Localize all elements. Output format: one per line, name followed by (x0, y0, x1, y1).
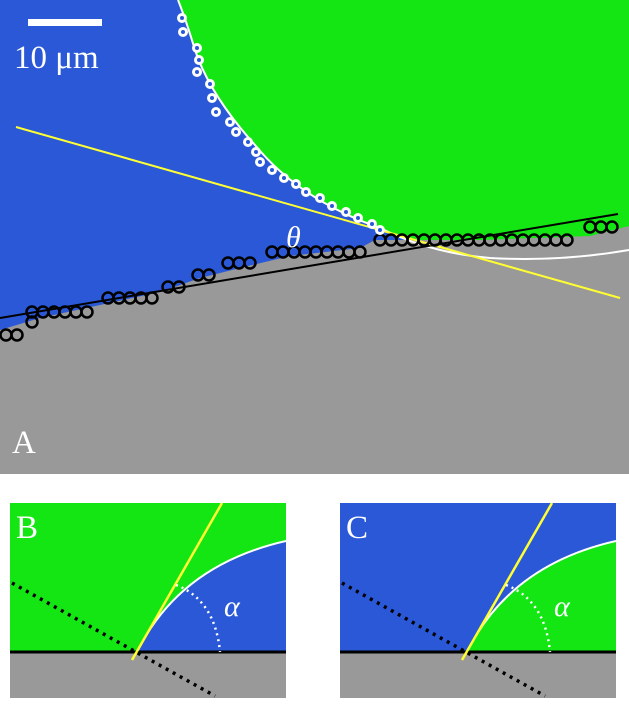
droplet-edge-marker (255, 157, 265, 167)
panel-b-blue-phase (137, 541, 286, 652)
droplet-edge-marker (178, 27, 188, 37)
droplet-edge-marker (341, 207, 351, 217)
droplet-edge-marker (375, 225, 385, 235)
substrate-marker (560, 233, 574, 247)
panel-c-tangent-line (460, 503, 554, 661)
droplet-edge-marker (225, 117, 235, 127)
panel-c-angle-alpha-label: α (554, 590, 571, 623)
scale-bar (28, 19, 102, 26)
panel-a-tangent-line (15, 126, 621, 299)
panel-c-green-phase (467, 541, 616, 652)
droplet-edge-marker (192, 43, 202, 53)
substrate-marker (172, 280, 186, 294)
panel-a-label: A (12, 425, 36, 461)
substrate-marker (243, 256, 257, 270)
droplet-edge-marker (192, 67, 202, 77)
scale-bar-label: 10 μm (14, 40, 99, 76)
droplet-edge-marker (327, 201, 337, 211)
substrate-marker (145, 291, 159, 305)
substrate-marker (25, 315, 39, 329)
panel-a-substrate-markers (0, 220, 619, 342)
panel-c: α C (340, 503, 616, 698)
panel-a-substrate (0, 226, 629, 474)
droplet-edge-marker (207, 93, 217, 103)
substrate-marker (10, 328, 24, 342)
panel-c-substrate (340, 652, 616, 698)
panel-a-droplet-markers (177, 13, 385, 235)
panel-b: α B (10, 503, 286, 698)
panel-a-green-phase (178, 0, 629, 259)
substrate-marker (353, 245, 367, 259)
droplet-edge-marker (301, 187, 311, 197)
droplet-edge-marker (315, 193, 325, 203)
droplet-edge-marker (251, 147, 261, 157)
droplet-edge-marker (367, 219, 377, 229)
droplet-edge-marker (279, 173, 289, 183)
panel-b-dotted-reference-line (11, 581, 216, 698)
droplet-edge-marker (243, 137, 253, 147)
panel-c-label: C (346, 510, 368, 546)
substrate-marker (605, 220, 619, 234)
panel-b-substrate (10, 652, 286, 698)
droplet-edge-marker (291, 179, 301, 189)
substrate-marker (202, 268, 216, 282)
droplet-edge-marker (177, 13, 187, 23)
droplet-edge-marker (231, 127, 241, 137)
droplet-edge-marker (194, 55, 204, 65)
angle-theta-label: θ (286, 221, 301, 254)
droplet-edge-marker (353, 213, 363, 223)
panel-b-tangent-line (130, 503, 224, 661)
droplet-edge-marker (205, 79, 215, 89)
panel-a: 10 μm θ A (0, 0, 629, 474)
panel-b-label: B (16, 510, 38, 546)
panel-b-angle-alpha-label: α (224, 590, 241, 623)
droplet-edge-marker (211, 107, 221, 117)
droplet-edge-marker (267, 165, 277, 175)
panel-c-dotted-reference-line (341, 581, 546, 698)
substrate-marker (80, 305, 94, 319)
